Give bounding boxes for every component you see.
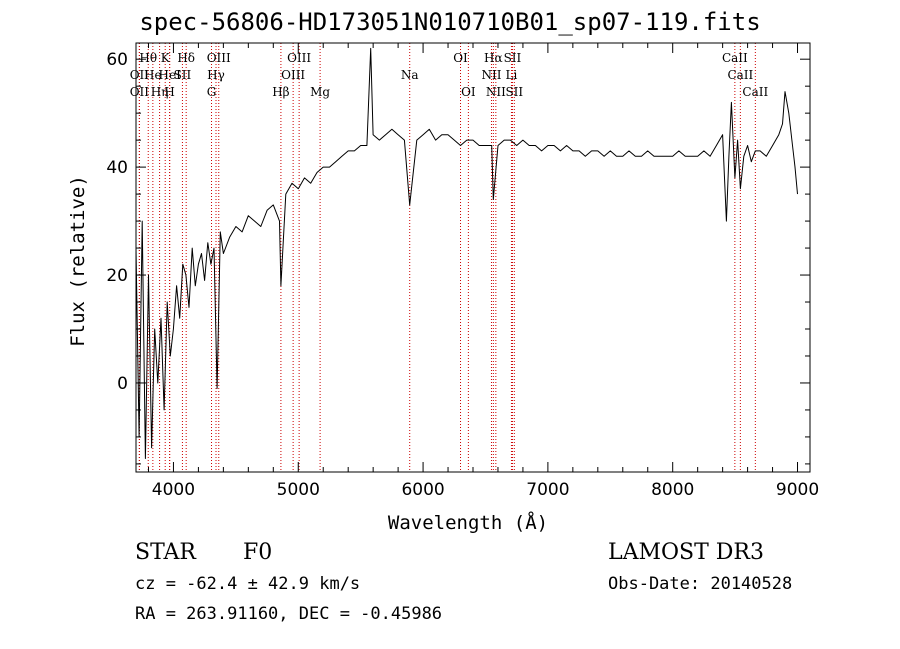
line-label-14: OIII [287,51,311,65]
spectral-line-labels: OII OII Hθ He Hη K H HeI Hδ SII OIII Hγ G Hβ OIII OIII M… [130,51,769,99]
line-label-27: CaII [727,68,753,82]
y-tick-label-3: 60 [106,50,128,70]
line-label-19: OI [461,85,476,99]
spectral-line-markers [138,43,756,472]
line-label-11: Hγ [207,68,225,82]
line-label-16: Mg [310,85,330,99]
spectral-subclass: F0 [243,540,273,565]
redshift-text: cz = -62.4 ± 42.9 km/s [135,574,361,594]
x-tick-label-0: 4000 [152,480,195,500]
line-label-21: NII [481,68,501,82]
line-label-18: OI [453,51,468,65]
line-label-22: NII [486,85,506,99]
line-label-26: CaII [722,51,748,65]
object-class: STAR [135,540,196,565]
y-axis-label: Flux (relative) [67,175,89,347]
line-label-13: Hβ [272,85,289,99]
line-label-24: Li [506,68,518,82]
line-label-3: He [144,68,162,82]
line-label-23: SII [504,51,522,65]
line-label-6: H [164,85,174,99]
survey-name: LAMOST DR3 [608,540,764,565]
line-label-7: HeI [159,68,182,82]
line-label-0: OII [130,68,150,82]
line-label-8: Hδ [177,51,195,65]
line-label-15: OIII [281,68,305,82]
x-axis-ticks: 4000 5000 6000 7000 8000 9000 [147,43,819,500]
y-tick-label-1: 20 [106,266,128,286]
y-tick-label-0: 0 [117,374,128,394]
line-label-10: OIII [207,51,231,65]
coordinates-text: RA = 263.91160, DEC = -0.45986 [135,604,443,624]
line-label-5: K [161,51,171,65]
x-tick-label-1: 5000 [277,480,320,500]
x-tick-label-2: 6000 [401,480,444,500]
x-tick-label-3: 7000 [526,480,569,500]
line-label-2: Hθ [139,51,157,65]
line-label-20: Hα [484,51,503,65]
flux-line-0 [135,47,798,459]
chart-title: spec-56806-HD173051N010710B01_sp07-119.f… [139,8,761,36]
x-tick-label-4: 8000 [651,480,694,500]
flux-series [135,47,798,459]
plot-frame [135,42,811,473]
obs-date-text: Obs-Date: 20140528 [608,574,793,594]
line-label-12: G [207,85,217,99]
line-label-4: Hη [151,85,169,99]
x-tick-label-5: 9000 [776,480,819,500]
line-label-28: CaII [742,85,768,99]
y-tick-label-2: 40 [106,158,128,178]
line-label-9: SII [174,68,192,82]
line-label-17: Na [401,68,419,82]
line-label-1: OII [130,85,150,99]
line-label-25: SII [505,85,523,99]
y-axis-ticks: 0 20 40 60 [106,50,810,465]
x-axis-label: Wavelength (Å) [388,511,548,534]
